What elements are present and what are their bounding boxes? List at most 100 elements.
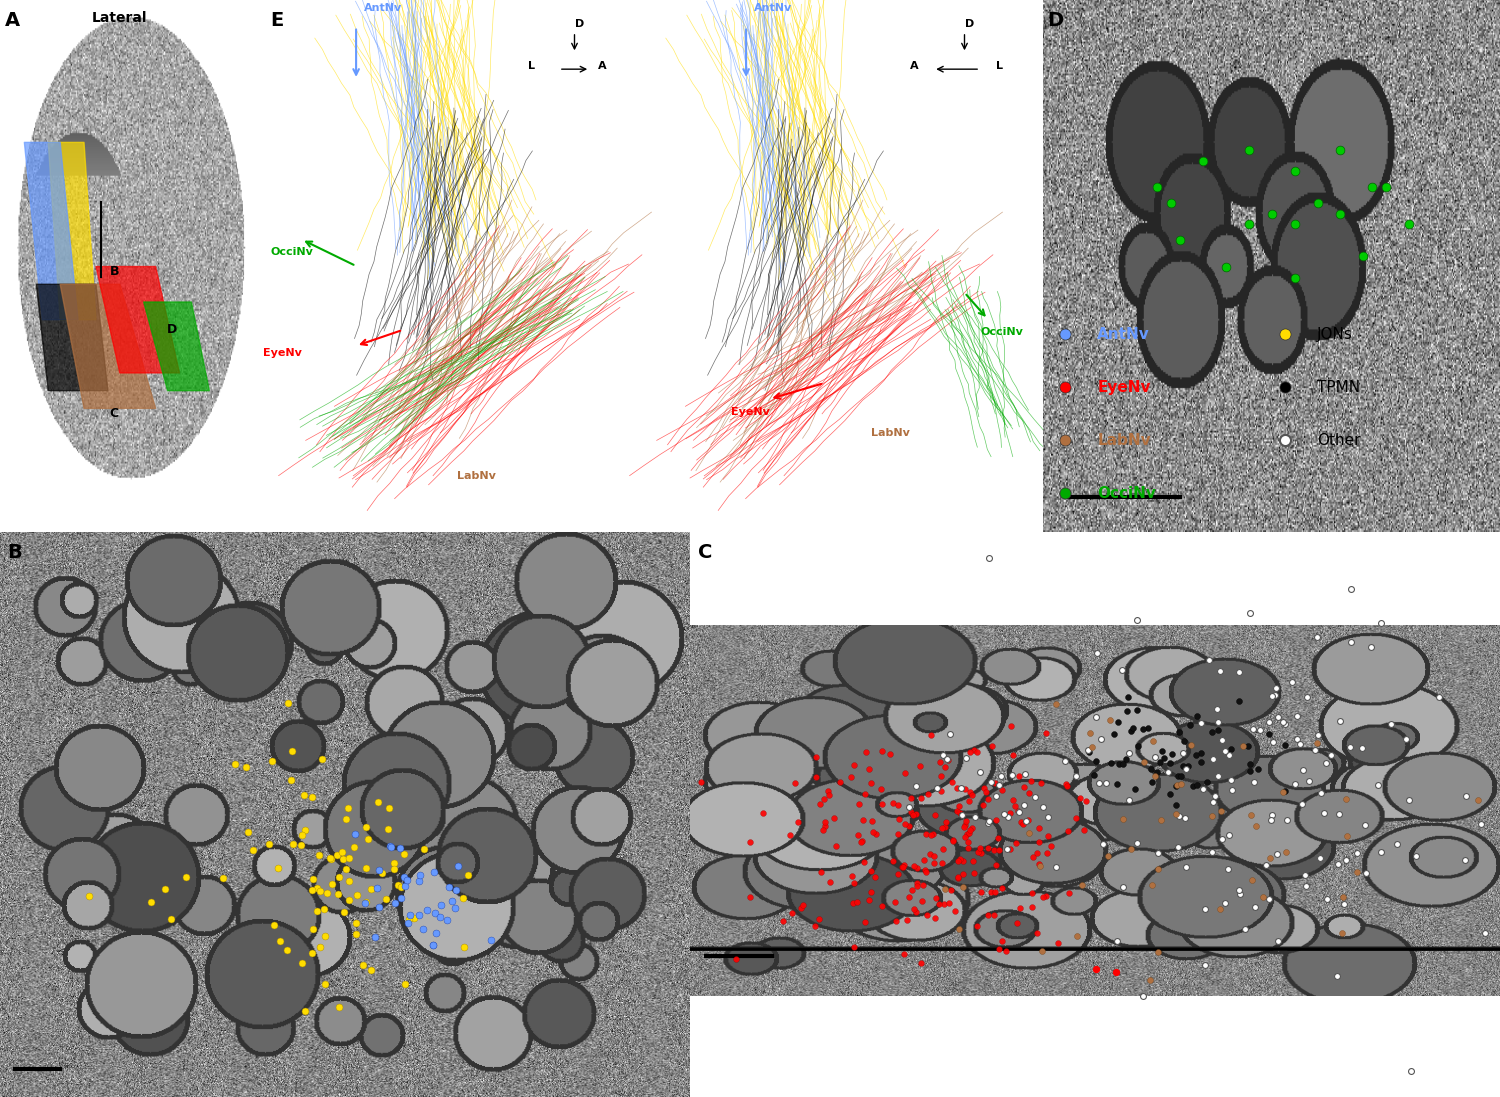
Point [356,830,380,848]
Point [436,879,460,896]
Point [1232,737,1256,755]
Point [1034,724,1058,742]
Point [1218,739,1242,757]
Point [957,792,981,810]
Point [327,868,351,885]
Point [1238,762,1262,780]
Point [1210,830,1234,848]
Point [234,758,258,776]
Point [1384,835,1408,852]
Text: OcciNv: OcciNv [270,248,314,258]
Point [334,860,358,878]
Point [1264,679,1288,697]
Point [1007,803,1031,821]
Point [392,845,416,862]
Point [954,780,978,798]
Point [976,814,1000,832]
Point [224,755,248,772]
Point [998,804,1022,822]
Point [1286,708,1310,725]
Point [315,884,339,902]
Text: A: A [910,61,918,71]
Point [1126,737,1150,755]
Point [897,817,921,835]
Point [870,897,894,915]
Point [1036,808,1060,826]
Point [951,818,975,836]
Point [1296,772,1320,790]
Point [378,800,402,817]
Text: LabNv: LabNv [871,428,910,439]
Point [1332,889,1356,906]
Point [1305,735,1329,753]
Point [880,852,904,870]
Point [808,795,832,813]
Point [902,806,926,824]
Point [1238,142,1262,159]
Point [1005,914,1029,931]
Point [1404,847,1428,864]
Point [388,839,412,857]
Point [344,925,368,942]
Point [345,915,369,932]
Point [1305,726,1329,744]
Point [1257,713,1281,731]
Point [358,881,382,898]
Point [844,893,868,911]
Point [792,896,816,914]
Point [870,780,894,798]
Point [1240,721,1264,738]
Point [1208,663,1231,680]
Point [344,825,368,842]
Point [847,795,871,813]
Point [981,906,1005,924]
Point [1167,807,1191,825]
Point [996,808,1020,826]
Point [351,957,375,974]
Point [1286,731,1310,748]
Point [789,900,813,917]
Point [948,850,972,868]
Point [1149,811,1173,828]
Point [1143,767,1167,784]
Point [1174,859,1198,877]
Point [1275,844,1299,861]
Point [280,743,304,760]
Point [1119,840,1143,858]
Point [1030,799,1054,816]
Point [268,932,292,950]
Point [1329,205,1353,223]
Point [406,872,430,890]
Point [1238,216,1262,234]
Point [999,840,1023,858]
Point [382,860,406,878]
Point [1017,784,1041,802]
Point [1116,688,1140,705]
Point [982,841,1006,859]
Point [946,798,970,815]
Point [1214,258,1237,275]
Point [885,866,909,883]
Point [1396,216,1420,234]
Point [1368,614,1392,632]
Text: Lateral: Lateral [92,11,147,24]
Point [1275,811,1299,828]
Point [1180,778,1204,795]
Point [914,825,938,842]
Point [326,846,350,863]
Point [393,878,417,895]
Point [1058,884,1082,902]
Point [332,850,356,868]
Point [900,881,924,898]
Point [1179,736,1203,754]
Point [1160,194,1184,212]
Point [964,917,988,935]
Point [1220,771,1244,789]
Point [904,805,928,823]
Point [1112,811,1136,828]
Point [382,894,406,912]
Point [435,911,459,928]
Text: JONs: JONs [1317,327,1353,341]
Point [429,896,453,914]
Point [1026,833,1050,850]
